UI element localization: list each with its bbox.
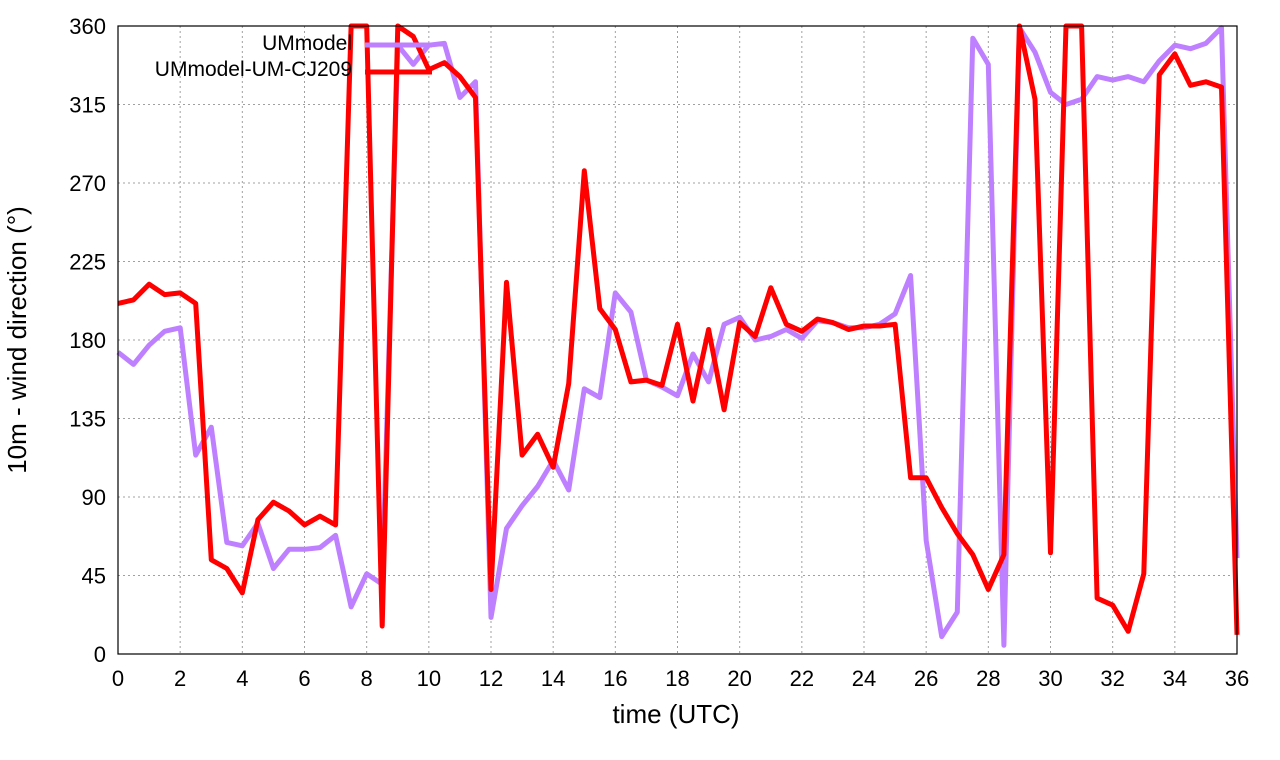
series-line-0 xyxy=(116,25,1240,648)
plot-frame xyxy=(117,25,1238,655)
x-tick-label: 26 xyxy=(914,666,938,691)
y-tick-label: 180 xyxy=(69,328,106,353)
x-tick-label: 4 xyxy=(236,666,248,691)
x-tick-label: 20 xyxy=(727,666,751,691)
y-tick-label: 90 xyxy=(82,485,106,510)
legend: UMmodel UMmodel-UM-CJ209 xyxy=(155,32,432,81)
x-tick-label: 8 xyxy=(361,666,373,691)
y-tick-label: 315 xyxy=(69,93,106,118)
x-tick-label: 14 xyxy=(541,666,565,691)
x-axis-label: time (UTC) xyxy=(612,699,739,729)
x-tick-label: 2 xyxy=(174,666,186,691)
y-axis-label: 10m - wind direction (°) xyxy=(2,206,32,474)
series-lines xyxy=(116,23,1240,648)
x-tick-label: 10 xyxy=(417,666,441,691)
y-tick-label: 360 xyxy=(69,14,106,39)
x-tick-label: 0 xyxy=(112,666,124,691)
y-tick-label: 135 xyxy=(69,407,106,432)
x-tick-label: 30 xyxy=(1038,666,1062,691)
x-tick-label: 36 xyxy=(1225,666,1249,691)
x-tick-label: 28 xyxy=(976,666,1000,691)
y-tick-label: 0 xyxy=(94,642,106,667)
legend-label-ummodel: UMmodel xyxy=(262,32,352,55)
legend-label-ummodel-um-cj209: UMmodel-UM-CJ209 xyxy=(155,58,352,81)
x-tick-label: 18 xyxy=(665,666,689,691)
x-tick-label: 12 xyxy=(479,666,503,691)
x-tick-label: 6 xyxy=(298,666,310,691)
x-tick-label: 16 xyxy=(603,666,627,691)
x-tick-label: 24 xyxy=(852,666,876,691)
series-line-1 xyxy=(117,23,1240,635)
x-tick-label: 22 xyxy=(790,666,814,691)
y-tick-label: 225 xyxy=(69,250,106,275)
tick-labels: 0 2 4 6 8 10 12 14 16 18 20 22 24 26 28 30 32 34 360459013… xyxy=(69,14,1249,691)
x-tick-label: 32 xyxy=(1100,666,1124,691)
grid xyxy=(118,26,1237,654)
y-tick-label: 45 xyxy=(82,564,106,589)
x-tick-label: 34 xyxy=(1163,666,1187,691)
y-tick-label: 270 xyxy=(69,171,106,196)
